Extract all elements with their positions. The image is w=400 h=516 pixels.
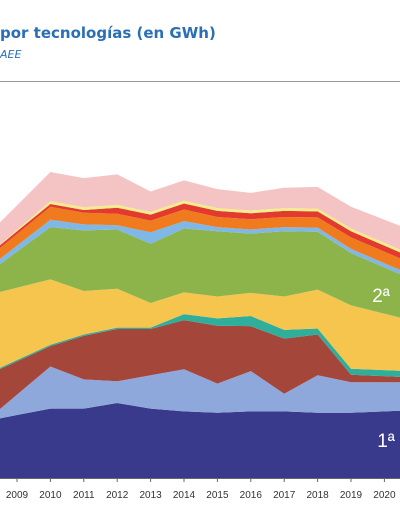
x-tick-label: 2014 — [173, 490, 196, 501]
area-layers — [0, 172, 400, 478]
area-s2 — [0, 366, 400, 419]
x-tick-label: 2018 — [306, 490, 329, 501]
x-tick-label: 2017 — [273, 490, 296, 501]
x-axis: 2009 2010 2011 2012 2013 2014 2015 2016 2017 2018… — [0, 478, 400, 501]
area-s5 — [0, 279, 400, 371]
annotations: 1ª 2ª — [369, 283, 398, 452]
area-s12 — [0, 172, 400, 250]
x-tick-label: 2011 — [73, 490, 95, 501]
x-tick-label: 2012 — [106, 490, 129, 501]
x-tick-label: 2016 — [240, 490, 263, 501]
x-tick-label: 2015 — [206, 490, 229, 501]
chart-title: por tecnologías (en GWh) — [0, 24, 216, 42]
x-tick-label: 2009 — [6, 490, 29, 501]
x-tick-label: 2013 — [139, 490, 162, 501]
x-tick-label: 2019 — [340, 490, 363, 501]
rank-label: 1ª — [377, 431, 396, 452]
rank-label: 2ª — [372, 286, 391, 307]
rank-label-box — [374, 428, 398, 452]
area-s1 — [0, 403, 400, 478]
area-s4 — [0, 314, 400, 377]
header-divider — [0, 81, 400, 82]
area-s3 — [0, 320, 400, 410]
chart-source: AEE — [0, 48, 22, 61]
x-tick-label: 2010 — [39, 490, 62, 501]
rank-label-box — [369, 283, 393, 307]
x-tick-label: 2020 — [373, 490, 396, 501]
area-s9 — [0, 206, 400, 270]
area-s7 — [0, 227, 400, 318]
